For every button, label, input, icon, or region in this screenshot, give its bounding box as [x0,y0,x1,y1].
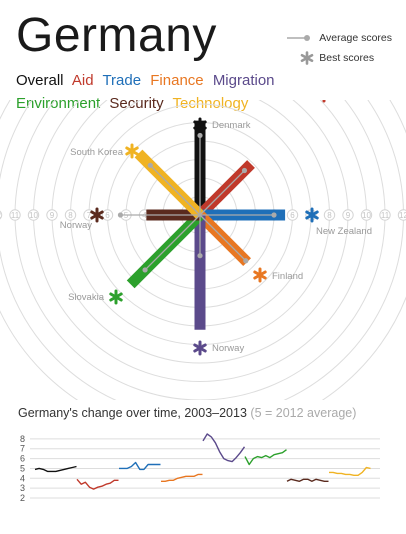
avg-dot-security [117,212,124,218]
best-country-label-overall: Denmark [212,120,251,131]
ring-tick-label: 10 [362,211,371,220]
avg-dot-trade [271,212,277,218]
trend-line-overall [34,465,77,473]
trend-line-migration [202,433,246,463]
category-trade: Trade [102,72,142,89]
ring-tick-bubble [64,209,77,221]
radial-chart: 22334455667788991010111112121313 Denmark… [0,100,406,400]
y-tick-label: 2 [20,493,25,503]
avg-line-environment [144,214,201,271]
trend-line-aid [76,478,119,490]
best-star-technology-icon [125,143,139,159]
trend-line-finance [161,473,203,482]
avg-line-aid [199,170,245,216]
best-star-security-icon [90,207,104,223]
legend-average: Average scores [285,30,392,46]
average-score-icon [287,35,311,41]
best-country-label-aid: Sweden [336,100,370,101]
best-star-trade-icon [305,207,319,223]
best-star-environment-icon [109,289,123,305]
ring-tick-label: 7 [87,211,92,220]
y-tick-label: 7 [20,444,25,454]
best-star-migration-icon [193,340,207,356]
ring-tick-label: 12 [0,211,1,220]
ring-tick-label: 9 [346,211,351,220]
time-chart-subtitle: (5 = 2012 average) [250,406,357,420]
ring-tick-label: 11 [11,211,20,220]
legend: Average scores Best scores [285,30,392,70]
ring-tick-label: 8 [68,211,73,220]
legend-best-label: Best scores [319,52,375,64]
ring-tick-label: 10 [29,211,38,220]
avg-dot-overall [197,132,203,139]
time-chart-title: Germany's change over time, 2003–2013 (5… [18,406,356,420]
trend-line-trade [119,461,161,471]
legend-average-label: Average scores [319,32,392,44]
trend-line-security [286,478,329,482]
ring-tick-label: 6 [290,211,295,220]
category-overall: Overall [16,72,64,89]
best-star-overall-icon [193,117,207,133]
best-star-finance-icon [253,267,267,283]
best-country-label-finance: Finland [272,271,303,282]
avg-line-technology [149,164,201,216]
ring-tick-bubble [360,209,373,221]
ring-tick-bubble [27,209,40,221]
page-title: Germany [16,9,217,62]
ring-tick-bubble [379,209,391,221]
y-tick-label: 4 [20,473,25,483]
ring-tick-label: 6 [105,211,110,220]
ring-tick-bubble [397,209,406,221]
avg-dot-aid [241,167,248,174]
y-tick-label: 6 [20,454,25,464]
best-country-label-migration: Norway [212,343,244,354]
legend-best: Best scores [285,50,392,66]
avg-dot-environment [142,267,148,273]
ring-tick-bubble [342,209,354,221]
category-finance: Finance [150,72,204,89]
best-country-label-technology: South Korea [70,147,124,158]
ring-tick-label: 12 [399,211,406,220]
ring-tick-bubble [101,209,114,221]
ring-tick-bubble [46,209,58,221]
best-country-label-security: Norway [60,220,92,231]
category-aid: Aid [71,72,94,89]
avg-dot-technology [147,162,153,168]
category-security: Security [109,95,164,112]
category-migration: Migration [212,72,275,89]
y-tick-label: 3 [20,483,25,493]
best-country-label-trade: New Zealand [316,226,372,237]
ring-tick-bubble [323,209,336,221]
ring-tick-label: 11 [381,211,390,220]
trend-line-environment [244,449,287,466]
category-legend: Overall Aid Trade Finance Migration Envi… [16,69,280,115]
trend-line-technology [329,466,371,476]
time-chart-title-text: Germany's change over time, 2003–2013 [18,406,247,420]
ring-tick-label: 9 [50,211,55,220]
avg-line-finance [199,214,247,262]
best-score-asterisk-icon [300,51,314,65]
ring-tick-bubble [286,209,299,221]
ring-tick-bubble [9,209,21,221]
ring-tick-bubble [0,210,3,220]
avg-dot-migration [197,253,203,259]
y-tick-label: 5 [20,463,25,473]
category-environment: Environment [16,95,101,112]
avg-dot-finance [243,258,249,264]
best-country-label-environment: Slovakia [68,292,105,303]
ring-tick-label: 8 [327,211,332,220]
y-tick-label: 8 [20,434,25,444]
